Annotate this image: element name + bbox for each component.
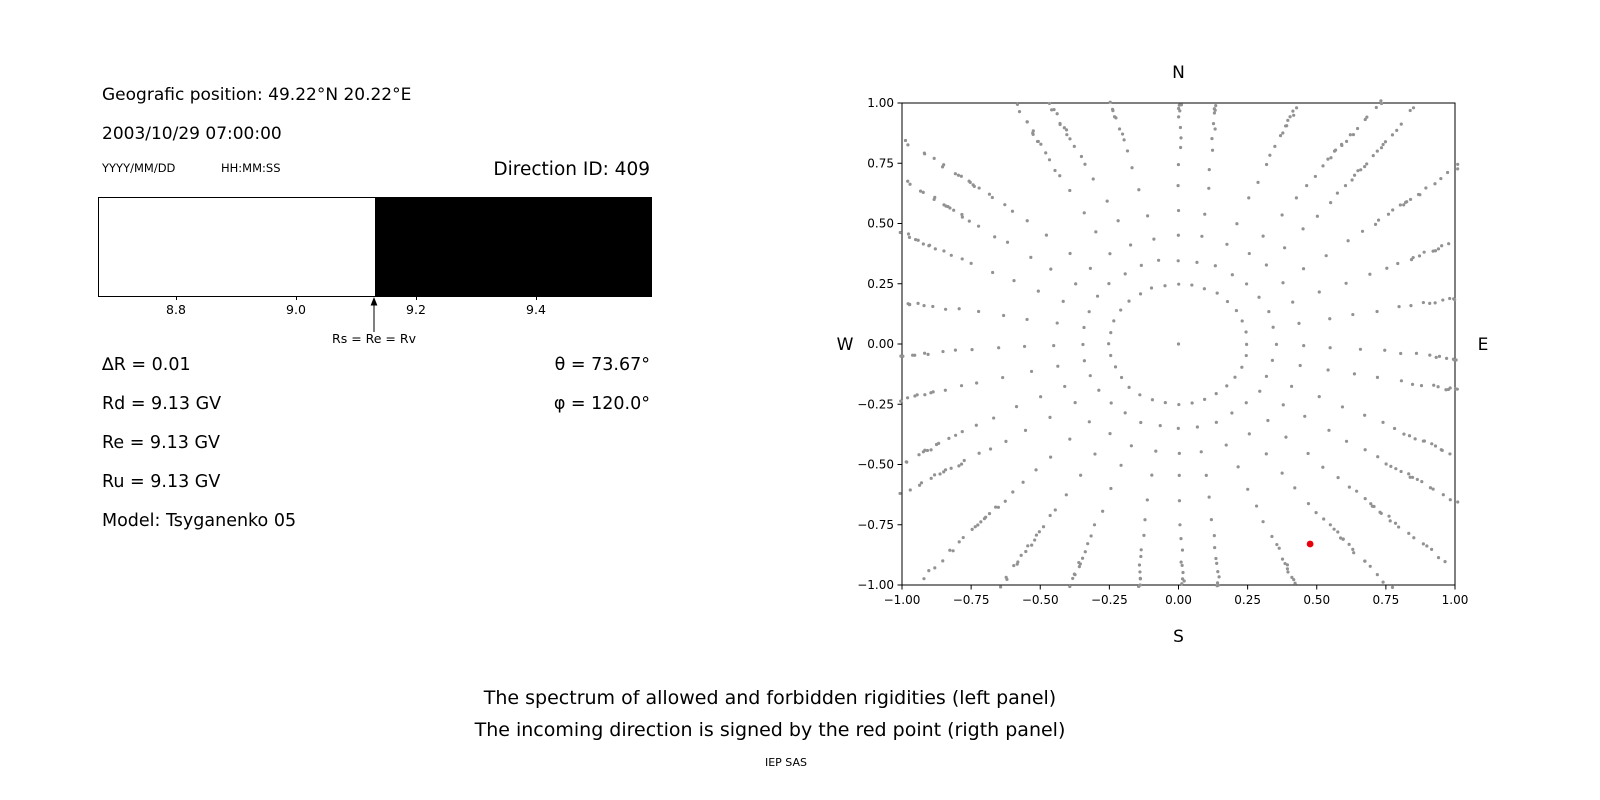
compass-east-label: E <box>1478 335 1489 355</box>
x-tick-label: −0.50 <box>1022 593 1059 607</box>
date-format-hint: YYYY/MM/DD <box>102 161 176 175</box>
forbidden-region <box>375 198 651 296</box>
rd-value: Rd = 9.13 GV <box>102 394 222 414</box>
x-tick-label: 1.00 <box>1442 593 1469 607</box>
x-tick-label: −0.25 <box>1091 593 1128 607</box>
x-tick-label: 0.75 <box>1373 593 1400 607</box>
rigidity-spectrum-bar <box>98 197 652 297</box>
y-tick-label: −0.25 <box>857 397 894 411</box>
caption-line-1: The spectrum of allowed and forbidden ri… <box>483 687 1057 709</box>
spectrum-tick-label: 9.2 <box>406 302 426 317</box>
direction-scatter-plot: −1.00 −0.75 −0.50 −0.25 0.00 0.25 0.50 0.75 1.00… <box>837 63 1489 647</box>
time-format-hint: HH:MM:SS <box>221 161 281 175</box>
delta-r-value: ∆R = 0.01 <box>102 355 191 375</box>
re-value: Re = 9.13 GV <box>102 433 220 453</box>
spectrum-tick-label: 9.0 <box>286 302 306 317</box>
spectrum-tick-label: 8.8 <box>166 302 186 317</box>
asymptotic-direction-dots <box>898 99 1460 589</box>
boundary-arrow-icon <box>370 297 378 332</box>
theta-value: θ = 73.67° <box>554 355 650 375</box>
compass-west-label: W <box>837 335 854 355</box>
phi-value: φ = 120.0° <box>553 394 650 414</box>
spectrum-tick-mark <box>296 296 297 300</box>
x-tick-label: 0.25 <box>1234 593 1261 607</box>
credit-label: IEP SAS <box>764 756 808 769</box>
model-label: Model: Tsyganenko 05 <box>102 511 297 531</box>
y-tick-label: −1.00 <box>857 578 894 592</box>
y-tick-label: 0.75 <box>867 156 894 170</box>
spectrum-tick-mark <box>416 296 417 300</box>
ru-value: Ru = 9.13 GV <box>102 472 221 492</box>
direction-id-label: Direction ID: 409 <box>493 159 650 180</box>
y-tick-label: 0.25 <box>867 277 894 291</box>
spectrum-tick-label: 9.4 <box>526 302 546 317</box>
y-tick-label: −0.50 <box>857 458 894 472</box>
geographic-position-label: Geografic position: 49.22°N 20.22°E <box>102 85 412 105</box>
x-tick-label: −1.00 <box>884 593 921 607</box>
y-tick-label: 0.50 <box>867 217 894 231</box>
y-tick-label: 1.00 <box>867 96 894 110</box>
datetime-label: 2003/10/29 07:00:00 <box>102 124 282 144</box>
spectrum-tick-mark <box>176 296 177 300</box>
caption-line-2: The incoming direction is signed by the … <box>474 719 1066 741</box>
compass-south-label: S <box>1173 627 1184 647</box>
spectrum-x-axis: 8.8 9.0 9.2 9.4 <box>98 296 650 330</box>
x-tick-label: 0.00 <box>1165 593 1192 607</box>
spectrum-tick-mark <box>536 296 537 300</box>
x-tick-label: −0.75 <box>953 593 990 607</box>
compass-north-label: N <box>1172 63 1185 83</box>
x-tick-label: 0.50 <box>1303 593 1330 607</box>
boundary-arrow-label: Rs = Re = Rv <box>332 331 416 346</box>
y-tick-label: 0.00 <box>867 337 894 351</box>
incoming-direction-red-point <box>1306 540 1314 548</box>
y-tick-label: −0.75 <box>857 518 894 532</box>
